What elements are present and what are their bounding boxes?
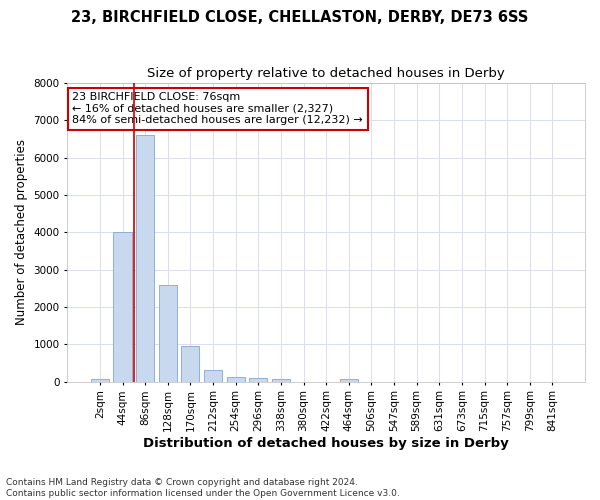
Bar [204,370,222,382]
Bar [340,379,358,382]
Bar [181,346,199,382]
Bar [91,379,109,382]
Y-axis label: Number of detached properties: Number of detached properties [15,140,28,326]
Bar [272,379,290,382]
X-axis label: Distribution of detached houses by size in Derby: Distribution of detached houses by size … [143,437,509,450]
Text: Contains HM Land Registry data © Crown copyright and database right 2024.
Contai: Contains HM Land Registry data © Crown c… [6,478,400,498]
Bar [227,377,245,382]
Bar [159,284,177,382]
Text: 23 BIRCHFIELD CLOSE: 76sqm
← 16% of detached houses are smaller (2,327)
84% of s: 23 BIRCHFIELD CLOSE: 76sqm ← 16% of deta… [73,92,363,125]
Bar [113,232,131,382]
Bar [136,136,154,382]
Text: 23, BIRCHFIELD CLOSE, CHELLASTON, DERBY, DE73 6SS: 23, BIRCHFIELD CLOSE, CHELLASTON, DERBY,… [71,10,529,25]
Bar [249,378,268,382]
Title: Size of property relative to detached houses in Derby: Size of property relative to detached ho… [147,68,505,80]
